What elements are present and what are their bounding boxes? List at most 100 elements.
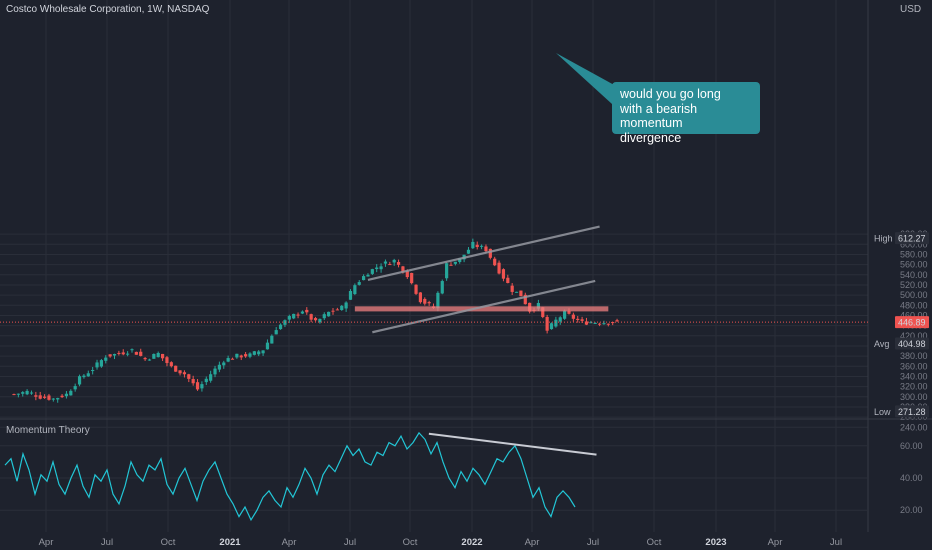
x-tick-label: Oct	[403, 537, 418, 548]
price-marker-label: Avg	[874, 339, 889, 349]
candle-body	[51, 398, 55, 400]
candle-body	[523, 294, 527, 305]
candle-body	[541, 307, 545, 317]
candle-body	[239, 355, 243, 358]
x-tick-label: 2021	[219, 537, 241, 548]
x-tick-label: 2022	[461, 537, 482, 548]
x-tick-label: 2023	[705, 537, 726, 548]
candle-body	[230, 358, 235, 360]
candle-body	[410, 273, 414, 284]
candle-body	[64, 393, 69, 397]
y-tick-label: 360.00	[900, 361, 928, 371]
candle-body	[108, 354, 112, 357]
annotation-line-3: divergence	[620, 130, 682, 145]
candle-body	[261, 350, 265, 354]
price-marker-value: 404.98	[898, 339, 926, 349]
candle-body	[169, 362, 173, 367]
price-marker-box	[895, 337, 929, 350]
annotation-callout[interactable]: would you go long with a bearish momentu…	[612, 82, 760, 145]
price-marker-label-box	[871, 337, 893, 350]
candle-body	[21, 392, 25, 394]
channel-trendline	[372, 279, 596, 334]
y-tick-label: 480.00	[900, 300, 928, 310]
candle-body	[104, 357, 108, 361]
candle-body	[200, 384, 204, 389]
x-tick-label: Jul	[101, 537, 113, 548]
candle-body	[466, 249, 471, 254]
price-marker-label: Low	[874, 407, 891, 417]
candle-body	[270, 335, 274, 344]
y-tick-label: 300.00	[900, 392, 928, 402]
candle-body	[134, 351, 138, 355]
candle-body	[126, 353, 130, 355]
candle-body	[283, 320, 287, 325]
candle-body	[34, 395, 38, 397]
candle-body	[606, 323, 610, 325]
candle-body	[91, 370, 95, 372]
candle-body	[165, 357, 169, 363]
candle-body	[244, 354, 248, 357]
candle-body	[549, 323, 554, 330]
candle-body	[265, 342, 270, 350]
candle-body	[217, 364, 221, 370]
candle-body	[292, 313, 296, 319]
candle-body	[117, 352, 121, 354]
x-tick-label: Apr	[525, 537, 540, 548]
candle-body	[47, 395, 51, 400]
candle-body	[56, 398, 60, 400]
candle-body	[493, 258, 497, 266]
y-tick-label: 580.00	[900, 249, 928, 259]
candle-body	[296, 314, 300, 316]
candle-body	[178, 370, 182, 374]
x-tick-label: Jul	[344, 537, 356, 548]
candle-body	[86, 373, 90, 377]
price-marker-box	[895, 232, 929, 245]
osc-tick-label: 40.00	[900, 473, 923, 483]
candle-body	[278, 324, 283, 330]
osc-tick-label: 20.00	[900, 505, 923, 515]
candle-body	[348, 291, 353, 300]
candle-body	[69, 390, 73, 396]
y-tick-label: 540.00	[900, 270, 928, 280]
candle-body	[12, 394, 16, 396]
candle-body	[318, 318, 322, 323]
candle-body	[593, 323, 597, 325]
candle-body	[112, 354, 117, 356]
candle-body	[471, 241, 475, 249]
candle-body	[335, 309, 339, 311]
candle-body	[418, 292, 423, 303]
oscillator-title: Momentum Theory	[6, 425, 90, 436]
candle-body	[357, 282, 361, 285]
candle-body	[401, 266, 405, 273]
candle-body	[121, 352, 125, 355]
price-marker-value: 271.28	[898, 407, 926, 417]
candle-body	[300, 311, 305, 314]
y-tick-label: 560.00	[900, 260, 928, 270]
candle-body	[248, 353, 252, 357]
candle-body	[191, 379, 195, 384]
candle-body	[440, 281, 444, 294]
price-marker-value: 612.27	[898, 234, 926, 244]
candle-body	[558, 317, 562, 322]
candle-body	[423, 298, 427, 304]
candle-body	[514, 291, 519, 293]
candle-body	[497, 262, 501, 274]
x-tick-label: Oct	[161, 537, 176, 548]
candle-body	[305, 309, 309, 313]
candle-body	[77, 376, 82, 385]
candle-body	[536, 303, 540, 309]
candle-body	[313, 318, 318, 321]
y-tick-label: 240.00	[900, 422, 928, 432]
price-marker-label-box	[871, 232, 893, 245]
candle-body	[597, 323, 602, 325]
candle-body	[584, 321, 589, 325]
y-tick-label: 420.00	[900, 331, 928, 341]
candle-body	[405, 271, 409, 278]
callout-pointer	[556, 53, 616, 104]
candle-body	[156, 352, 160, 358]
candle-body	[501, 269, 506, 279]
candle-body	[95, 362, 99, 368]
candle-body	[506, 277, 510, 284]
candle-body	[436, 292, 440, 309]
